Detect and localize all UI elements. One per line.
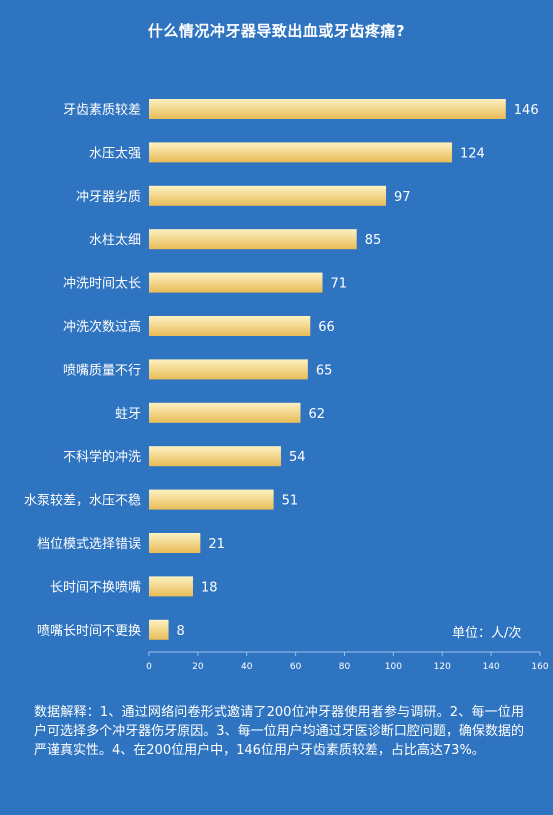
value-label: 21 bbox=[208, 537, 225, 552]
bar bbox=[149, 316, 311, 336]
category-label: 水柱太细 bbox=[89, 233, 141, 248]
bar bbox=[149, 185, 387, 206]
bar bbox=[149, 619, 169, 640]
data-explanation: 数据解释：1、通过网络问卷形式邀请了200位冲牙器使用者参与调研。2、每一位用户… bbox=[34, 705, 524, 758]
category-label: 冲牙器劣质 bbox=[76, 190, 141, 205]
category-label: 喷嘴长时间不更换 bbox=[37, 624, 141, 639]
bar bbox=[149, 402, 301, 423]
bar bbox=[149, 446, 281, 467]
bar bbox=[149, 533, 201, 553]
x-tick-label: 0 bbox=[146, 662, 152, 672]
category-label: 档位模式选择错误 bbox=[37, 537, 141, 552]
bar bbox=[149, 142, 453, 163]
x-tick-label: 140 bbox=[483, 662, 500, 672]
category-label: 喷嘴质量不行 bbox=[63, 363, 141, 378]
bar bbox=[149, 229, 357, 250]
x-tick-label: 100 bbox=[385, 662, 402, 672]
bar bbox=[149, 272, 323, 293]
bar bbox=[149, 99, 506, 119]
value-label: 54 bbox=[289, 450, 306, 465]
value-label: 65 bbox=[316, 363, 333, 378]
chart-title: 什么情况冲牙器导致出血或牙齿疼痛? bbox=[147, 22, 406, 40]
category-label: 水泵较差，水压不稳 bbox=[24, 493, 141, 509]
category-label: 不科学的冲洗 bbox=[63, 449, 141, 465]
value-label: 66 bbox=[318, 320, 335, 335]
category-label: 长时间不换喷嘴 bbox=[50, 580, 141, 595]
x-tick-label: 80 bbox=[339, 662, 351, 672]
x-tick-label: 60 bbox=[290, 662, 302, 672]
category-label: 牙齿素质较差 bbox=[63, 103, 141, 118]
value-label: 8 bbox=[177, 624, 185, 639]
x-tick-label: 120 bbox=[434, 662, 451, 672]
value-label: 124 bbox=[460, 146, 485, 161]
value-label: 146 bbox=[514, 103, 539, 118]
x-tick-label: 40 bbox=[241, 662, 253, 672]
category-label: 冲洗时间太长 bbox=[63, 277, 141, 292]
x-tick-label: 160 bbox=[531, 662, 548, 672]
x-tick-label: 20 bbox=[192, 662, 204, 672]
value-label: 18 bbox=[201, 580, 218, 595]
bar bbox=[149, 489, 274, 510]
bar bbox=[149, 576, 193, 597]
bar bbox=[149, 359, 308, 380]
value-label: 51 bbox=[282, 494, 299, 509]
value-label: 62 bbox=[309, 407, 326, 422]
category-label: 冲洗次数过高 bbox=[63, 319, 141, 335]
bar-chart: 牙齿素质较差 146 水压太强 124 冲牙器劣质 97 水柱太细 85 冲洗时间太长 71 冲洗次… bbox=[24, 99, 549, 672]
category-label: 蛀牙 bbox=[115, 407, 141, 422]
unit-label: 单位：人/次 bbox=[452, 626, 522, 641]
category-label: 水压太强 bbox=[89, 146, 141, 161]
value-label: 97 bbox=[394, 190, 411, 205]
value-label: 71 bbox=[331, 277, 348, 292]
value-label: 85 bbox=[365, 233, 382, 248]
